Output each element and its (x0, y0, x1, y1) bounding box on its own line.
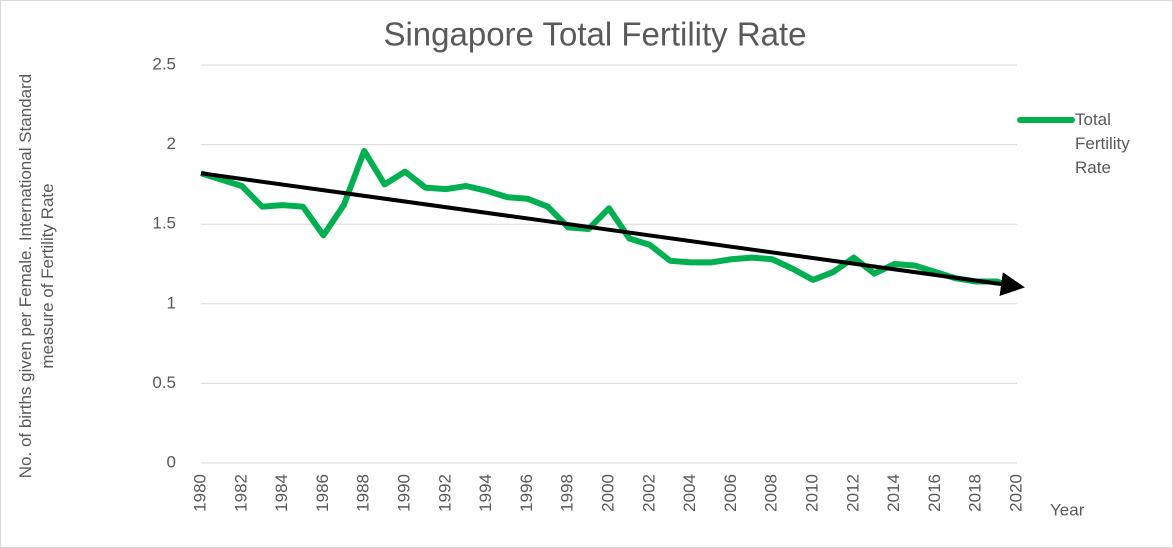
x-axis-title: Year (1050, 500, 1085, 519)
x-tick-label: 1986 (313, 474, 332, 512)
y-tick-label: 0.5 (152, 373, 176, 392)
x-tick-label: 1998 (558, 474, 577, 512)
x-tick-label: 2008 (762, 474, 781, 512)
x-tick-label: 2002 (639, 474, 658, 512)
x-tick-label: 2010 (802, 474, 821, 512)
x-tick-label: 1982 (231, 474, 250, 512)
x-tick-label: 2006 (721, 474, 740, 512)
y-tick-label: 0 (167, 452, 176, 471)
trend-arrow (200, 171, 1025, 296)
x-tick-label: 2012 (843, 474, 862, 512)
x-tick-label: 1990 (394, 474, 413, 512)
x-tick-label: 2020 (1006, 474, 1025, 512)
data-line (200, 147, 1018, 291)
x-tick-label: 2018 (966, 474, 985, 512)
x-tick-label: 2000 (598, 474, 617, 512)
y-tick-label: 2.5 (152, 54, 176, 73)
y-tick-label: 1 (167, 293, 176, 312)
y-axis-title: No. of births given per Female. Internat… (16, 73, 57, 479)
x-tick-label: 1984 (272, 474, 291, 512)
x-tick-label: 2004 (680, 474, 699, 512)
x-tick-label: 2014 (884, 474, 903, 512)
chart-title: Singapore Total Fertility Rate (383, 16, 806, 53)
y-tick-label: 1.5 (152, 214, 176, 233)
x-tick-label: 1980 (190, 474, 209, 512)
x-tick-label: 2016 (925, 474, 944, 512)
x-tick-label: 1988 (354, 474, 373, 512)
legend-label: Total Fertility Rate (1075, 110, 1130, 177)
x-tick-label: 1994 (476, 474, 495, 512)
x-tick-label: 1992 (435, 474, 454, 512)
y-tick-label: 2 (167, 134, 176, 153)
x-tick-label: 1996 (517, 474, 536, 512)
